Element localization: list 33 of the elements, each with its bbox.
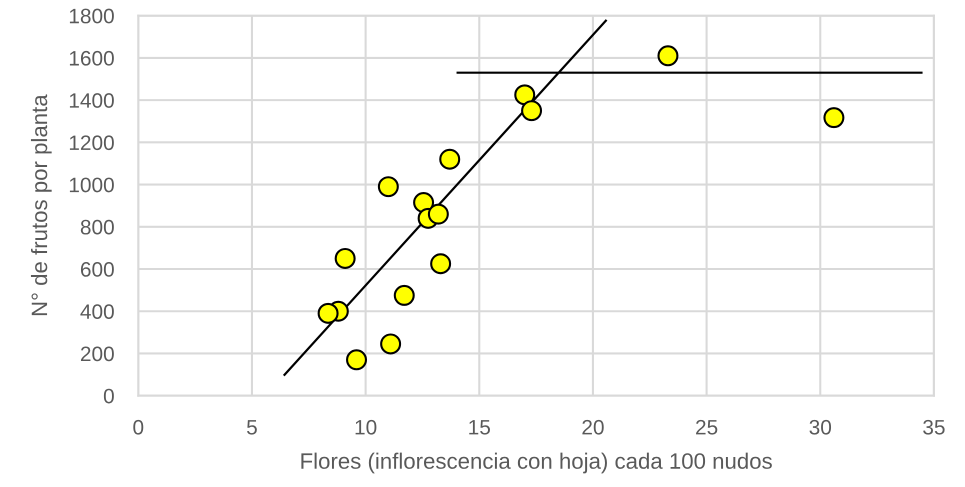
- x-tick-label: 10: [356, 420, 376, 435]
- point: [521, 100, 542, 122]
- x-tick-label: 15: [469, 420, 490, 435]
- point: [514, 84, 536, 106]
- point: [346, 349, 368, 370]
- point: [334, 248, 356, 269]
- point: [378, 176, 399, 198]
- y-tick-label: 600: [80, 262, 114, 277]
- y-tick-label: 800: [80, 220, 114, 235]
- y-tick-label: 200: [80, 346, 114, 362]
- point: [439, 148, 460, 170]
- x-axis-title: Flores (inflorescencia con hoja) cada 100 nudos: [301, 452, 772, 474]
- y-tick-label: 1000: [70, 178, 114, 192]
- y-tick-label: 1600: [70, 50, 114, 66]
- point: [430, 253, 452, 274]
- x-tick-label: 25: [696, 420, 718, 435]
- y-tick-label: 1400: [70, 93, 114, 108]
- x-tick-label: 5: [246, 420, 257, 435]
- x-tick-label: 35: [923, 420, 945, 435]
- x-tick-label: 30: [809, 420, 832, 435]
- point: [428, 204, 449, 225]
- point: [318, 302, 339, 324]
- point: [394, 284, 415, 306]
- y-tick-label: 0: [104, 388, 114, 404]
- y-axis-title: N° de frutos por planta: [30, 94, 52, 316]
- y-tick-label: 1200: [70, 135, 114, 150]
- point: [823, 107, 844, 128]
- y-tick-label: 1800: [70, 8, 114, 24]
- y-tick-label: 400: [80, 304, 114, 319]
- x-tick-label: 0: [133, 420, 144, 435]
- x-tick-label: 20: [582, 420, 604, 435]
- point: [657, 45, 678, 66]
- point: [380, 333, 402, 354]
